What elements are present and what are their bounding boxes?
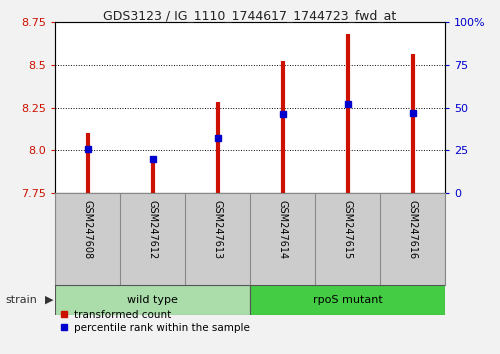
Legend: transformed count, percentile rank within the sample: transformed count, percentile rank withi…: [60, 310, 250, 333]
Text: GSM247608: GSM247608: [82, 200, 92, 259]
Text: rpoS mutant: rpoS mutant: [312, 295, 382, 305]
Text: wild type: wild type: [127, 295, 178, 305]
Text: GDS3123 / IG_1110_1744617_1744723_fwd_at: GDS3123 / IG_1110_1744617_1744723_fwd_at: [104, 9, 397, 22]
Text: GSM247615: GSM247615: [342, 200, 352, 259]
Text: GSM247613: GSM247613: [212, 200, 222, 259]
Text: GSM247614: GSM247614: [278, 200, 287, 259]
Text: GSM247612: GSM247612: [148, 200, 158, 259]
Text: GSM247616: GSM247616: [408, 200, 418, 259]
Text: strain: strain: [5, 295, 37, 305]
Text: ▶: ▶: [45, 295, 54, 305]
Bar: [55, 285, 250, 315]
Bar: [250, 285, 445, 315]
